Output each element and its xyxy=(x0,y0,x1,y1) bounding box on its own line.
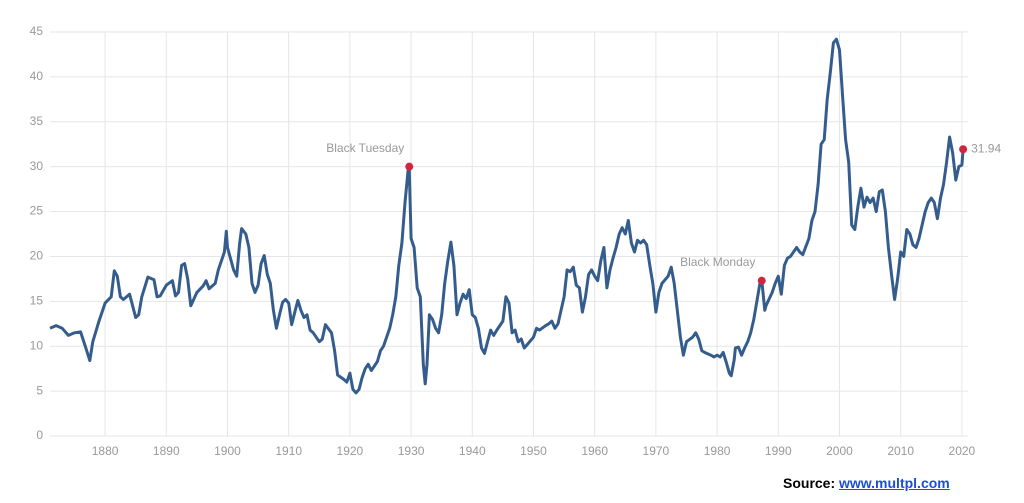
y-tick-label: 10 xyxy=(30,338,44,352)
source-prefix: Source: xyxy=(783,475,836,491)
x-tick-label: 2010 xyxy=(887,444,914,458)
annotation-marker xyxy=(405,162,414,171)
y-tick-label: 20 xyxy=(30,249,44,263)
x-tick-label: 1930 xyxy=(398,444,425,458)
source-link[interactable]: www.multpl.com xyxy=(839,475,950,491)
y-tick-label: 35 xyxy=(30,114,44,128)
data-label: 31.94 xyxy=(971,141,1001,155)
x-tick-label: 1900 xyxy=(214,444,241,458)
x-tick-label: 1980 xyxy=(704,444,731,458)
y-tick-label: 30 xyxy=(30,159,44,173)
x-tick-label: 1940 xyxy=(459,444,486,458)
chart: 0 5 10 15 20 25 30 35 40 45 1880 1890 1900 1910 1920 19… xyxy=(30,24,1002,458)
source: Source: www.multpl.com xyxy=(783,475,950,491)
line xyxy=(49,37,965,395)
annotation-label: Black Tuesday xyxy=(326,141,404,155)
y-tick-label: 15 xyxy=(30,294,44,308)
x-tick-label: 1950 xyxy=(520,444,547,458)
x-tick-label: 1970 xyxy=(643,444,670,458)
annotation-label: Black Monday xyxy=(680,255,755,269)
y-tick-label: 45 xyxy=(30,24,44,38)
y-tick-label: 0 xyxy=(36,428,43,442)
y-tick-label: 5 xyxy=(36,383,43,397)
x-tick-label: 1990 xyxy=(765,444,792,458)
y-tick-label: 25 xyxy=(30,204,44,218)
x-tick-label: 1890 xyxy=(153,444,180,458)
y-tick-label: 40 xyxy=(30,69,44,83)
x-tick-label: 1920 xyxy=(337,444,364,458)
x-tick-label: 1880 xyxy=(92,444,119,458)
annotation-marker xyxy=(959,145,968,154)
x-tick-label: 2020 xyxy=(949,444,976,458)
x-tick-label: 2000 xyxy=(826,444,853,458)
annotation-marker xyxy=(757,276,766,285)
x-tick-label: 1960 xyxy=(581,444,608,458)
x-tick-label: 1910 xyxy=(275,444,302,458)
